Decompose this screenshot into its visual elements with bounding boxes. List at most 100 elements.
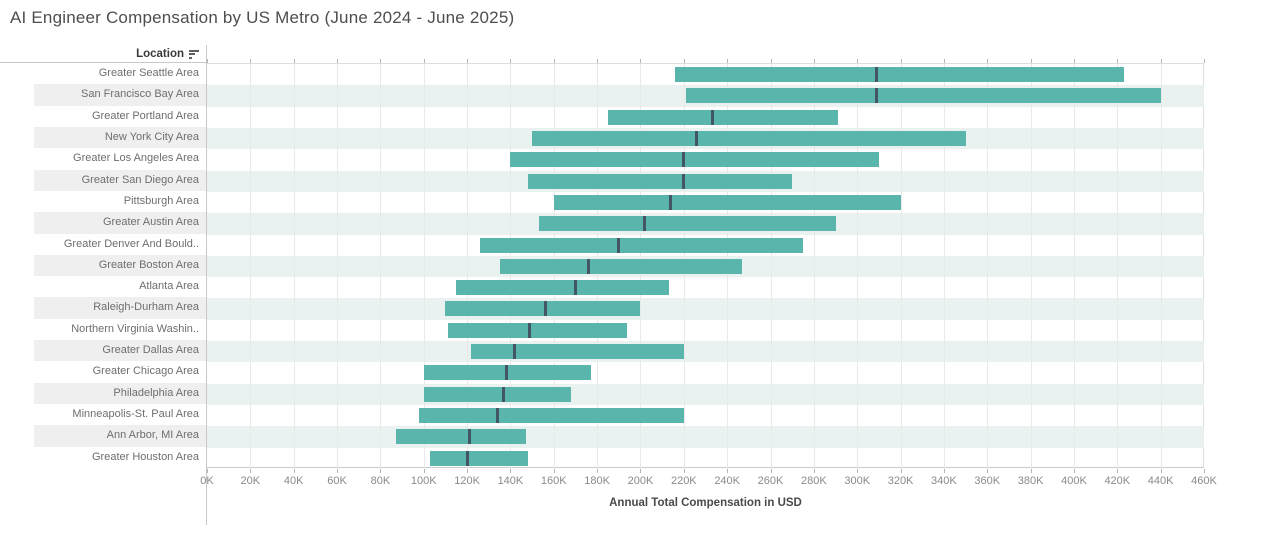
median-line[interactable] xyxy=(573,280,577,296)
gridline xyxy=(857,64,859,469)
median-line[interactable] xyxy=(875,88,879,104)
axis-tick xyxy=(640,59,642,63)
row-label[interactable]: Greater Chicago Area xyxy=(92,365,199,378)
axis-tick xyxy=(1204,469,1205,473)
x-tick-label: 80K xyxy=(370,475,391,487)
row-label[interactable]: Greater Boston Area xyxy=(98,258,199,271)
table-row xyxy=(207,128,1203,149)
median-line[interactable] xyxy=(695,130,699,146)
gridline xyxy=(1117,64,1119,469)
row-label[interactable]: Greater Denver And Bould.. xyxy=(63,237,199,250)
row-label[interactable]: New York City Area xyxy=(104,130,199,143)
median-line[interactable] xyxy=(669,194,673,210)
row-label[interactable]: Pittsburgh Area xyxy=(123,194,199,207)
axis-tick xyxy=(770,59,772,63)
row-label[interactable]: Greater Austin Area xyxy=(103,216,199,229)
median-line[interactable] xyxy=(682,152,686,168)
axis-tick xyxy=(293,59,295,63)
row-label[interactable]: Greater Houston Area xyxy=(91,450,199,463)
row-label[interactable]: Minneapolis-St. Paul Area xyxy=(72,408,199,421)
range-bar[interactable] xyxy=(419,408,684,424)
gridline xyxy=(987,64,989,469)
median-line[interactable] xyxy=(502,386,506,402)
x-tick-label: 20K xyxy=(240,475,261,487)
row-label[interactable]: Greater Seattle Area xyxy=(98,67,199,79)
row-label[interactable]: Greater Dallas Area xyxy=(102,344,199,357)
plot-area xyxy=(207,59,1205,473)
range-bar[interactable] xyxy=(607,109,838,125)
gridline xyxy=(380,64,382,469)
median-line[interactable] xyxy=(682,173,686,189)
row-label[interactable]: Atlanta Area xyxy=(139,280,199,293)
range-bar[interactable] xyxy=(395,429,526,445)
gridline xyxy=(467,64,469,469)
range-bar[interactable] xyxy=(430,450,528,466)
table-row xyxy=(207,149,1203,170)
row-label[interactable]: Ann Arbor, MI Area xyxy=(106,429,199,442)
row-label[interactable]: Philadelphia Area xyxy=(113,386,199,399)
row-label[interactable]: Northern Virginia Washin.. xyxy=(71,322,199,335)
median-line[interactable] xyxy=(617,237,621,253)
axis-tick xyxy=(683,59,685,63)
table-row xyxy=(207,448,1203,469)
axis-tick xyxy=(813,59,815,63)
location-column-header[interactable]: Location xyxy=(0,46,199,62)
range-bar[interactable] xyxy=(480,237,804,253)
median-line[interactable] xyxy=(467,429,471,445)
axis-tick xyxy=(510,469,512,473)
range-bar[interactable] xyxy=(456,280,669,296)
range-bar[interactable] xyxy=(553,194,901,210)
table-row xyxy=(207,277,1203,298)
range-bar[interactable] xyxy=(538,216,836,232)
range-bar[interactable] xyxy=(532,130,966,146)
table-row xyxy=(207,362,1203,383)
range-bar[interactable] xyxy=(447,322,628,338)
table-row xyxy=(207,256,1203,277)
median-line[interactable] xyxy=(513,344,517,360)
axis-tick xyxy=(207,469,208,473)
range-bar[interactable] xyxy=(499,258,743,274)
range-bar[interactable] xyxy=(527,173,793,189)
axis-tick xyxy=(467,469,469,473)
axis-tick xyxy=(943,59,945,63)
sort-descending-icon[interactable] xyxy=(189,49,199,59)
gridline xyxy=(293,64,295,469)
row-label[interactable]: Raleigh-Durham Area xyxy=(93,301,199,314)
median-line[interactable] xyxy=(495,408,499,424)
table-row xyxy=(207,320,1203,341)
median-line[interactable] xyxy=(710,109,714,125)
axis-tick xyxy=(423,59,425,63)
median-line[interactable] xyxy=(504,365,508,381)
row-label[interactable]: Greater Los Angeles Area xyxy=(73,152,199,165)
table-row xyxy=(207,171,1203,192)
range-bar[interactable] xyxy=(685,88,1161,104)
row-label[interactable]: Greater San Diego Area xyxy=(81,173,199,186)
x-tick-label: 220K xyxy=(670,475,697,487)
median-line[interactable] xyxy=(528,322,532,338)
median-line[interactable] xyxy=(875,67,879,82)
median-line[interactable] xyxy=(465,450,469,466)
axis-tick xyxy=(770,469,772,473)
gridline xyxy=(1160,64,1162,469)
row-label[interactable]: Greater Portland Area xyxy=(91,109,199,122)
range-bar[interactable] xyxy=(471,344,684,360)
axis-tick xyxy=(1160,59,1162,63)
axis-separator-line xyxy=(206,45,207,525)
range-bar[interactable] xyxy=(445,301,641,317)
table-row xyxy=(207,235,1203,256)
axis-tick xyxy=(510,59,512,63)
median-line[interactable] xyxy=(543,301,547,317)
axis-tick xyxy=(900,469,902,473)
axis-tick xyxy=(640,469,642,473)
x-tick-label: 240K xyxy=(714,475,741,487)
label-row-band xyxy=(34,425,206,447)
table-row xyxy=(207,107,1203,128)
row-label[interactable]: San Francisco Bay Area xyxy=(80,88,199,101)
range-bar[interactable] xyxy=(675,67,1124,82)
gridline xyxy=(1073,64,1075,469)
median-line[interactable] xyxy=(643,216,647,232)
median-line[interactable] xyxy=(586,258,590,274)
range-bar[interactable] xyxy=(510,152,879,168)
range-bar[interactable] xyxy=(423,386,572,402)
